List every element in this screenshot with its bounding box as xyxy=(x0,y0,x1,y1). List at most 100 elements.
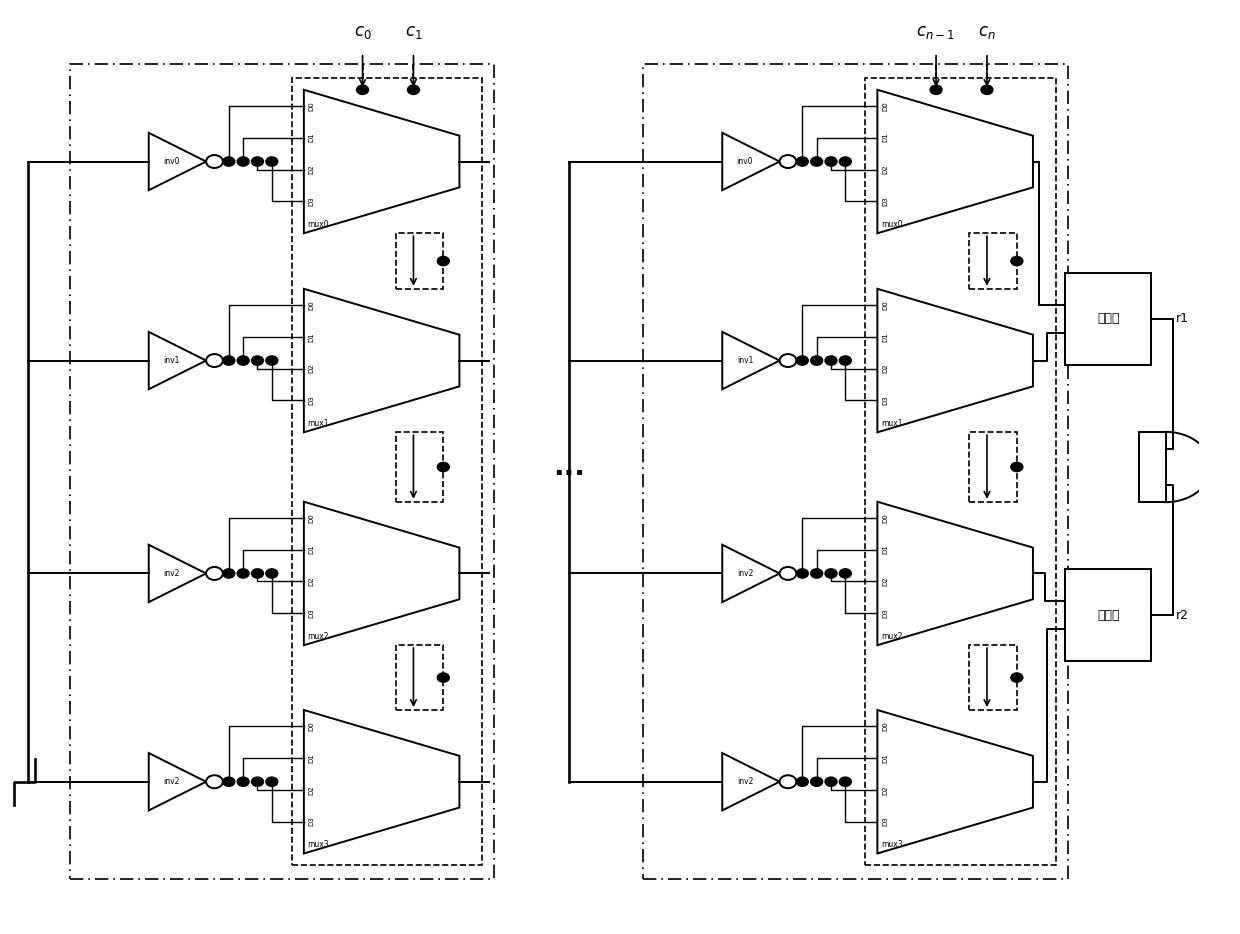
Text: D3: D3 xyxy=(309,196,315,206)
Circle shape xyxy=(1011,462,1023,472)
Text: D3: D3 xyxy=(882,395,888,405)
Text: D0: D0 xyxy=(882,101,888,110)
Text: D0: D0 xyxy=(309,300,315,310)
Text: inv1: inv1 xyxy=(164,356,180,365)
Circle shape xyxy=(265,777,278,786)
Circle shape xyxy=(223,777,234,786)
Bar xyxy=(968,234,1017,289)
Text: inv2: inv2 xyxy=(164,777,180,786)
Circle shape xyxy=(265,356,278,365)
Bar xyxy=(69,64,494,879)
Circle shape xyxy=(825,356,837,365)
Text: inv1: inv1 xyxy=(737,356,753,365)
Text: D2: D2 xyxy=(882,164,888,175)
Circle shape xyxy=(839,157,852,166)
Bar xyxy=(396,432,444,502)
Text: D1: D1 xyxy=(882,133,888,143)
Bar xyxy=(1140,432,1166,502)
Text: D3: D3 xyxy=(309,816,315,827)
Text: mux3: mux3 xyxy=(308,840,329,849)
Text: r1: r1 xyxy=(1177,312,1189,325)
Text: D3: D3 xyxy=(309,608,315,618)
Circle shape xyxy=(237,356,249,365)
Text: D2: D2 xyxy=(309,363,315,374)
Text: $c_0$: $c_0$ xyxy=(353,23,372,41)
Text: $c_1$: $c_1$ xyxy=(404,23,422,41)
Circle shape xyxy=(237,569,249,578)
Text: D0: D0 xyxy=(882,721,888,730)
Text: D1: D1 xyxy=(882,332,888,342)
Text: 仲裁器: 仲裁器 xyxy=(1097,609,1120,622)
Circle shape xyxy=(438,673,449,682)
Bar xyxy=(644,64,1068,879)
Circle shape xyxy=(839,569,852,578)
Circle shape xyxy=(252,356,263,365)
Circle shape xyxy=(930,85,942,94)
Bar xyxy=(396,234,444,289)
Text: D1: D1 xyxy=(309,332,315,342)
Circle shape xyxy=(223,569,234,578)
Text: $c_{n-1}$: $c_{n-1}$ xyxy=(916,23,956,41)
Text: D1: D1 xyxy=(309,753,315,763)
Circle shape xyxy=(811,777,822,786)
Bar xyxy=(1065,569,1151,661)
Text: inv2: inv2 xyxy=(737,569,753,578)
Circle shape xyxy=(796,569,808,578)
Text: mux1: mux1 xyxy=(880,418,903,428)
Text: D1: D1 xyxy=(882,545,888,555)
Circle shape xyxy=(265,157,278,166)
Bar xyxy=(1065,273,1151,365)
Bar xyxy=(866,78,1055,865)
Text: D1: D1 xyxy=(882,753,888,763)
Text: D3: D3 xyxy=(882,608,888,618)
Circle shape xyxy=(796,157,808,166)
Text: D3: D3 xyxy=(882,196,888,206)
Bar xyxy=(968,645,1017,710)
Bar xyxy=(396,645,444,710)
Circle shape xyxy=(438,257,449,265)
Text: inv2: inv2 xyxy=(737,777,753,786)
Circle shape xyxy=(811,157,822,166)
Text: mux3: mux3 xyxy=(880,840,903,849)
Text: mux1: mux1 xyxy=(308,418,329,428)
Text: D2: D2 xyxy=(882,363,888,374)
Text: D2: D2 xyxy=(309,785,315,795)
Circle shape xyxy=(811,356,822,365)
Circle shape xyxy=(796,777,808,786)
Circle shape xyxy=(408,85,419,94)
Text: mux0: mux0 xyxy=(880,219,903,229)
Circle shape xyxy=(981,85,993,94)
Text: D2: D2 xyxy=(882,785,888,795)
Circle shape xyxy=(1011,673,1023,682)
Text: inv2: inv2 xyxy=(164,569,180,578)
Text: mux0: mux0 xyxy=(308,219,329,229)
Circle shape xyxy=(825,569,837,578)
Circle shape xyxy=(796,356,808,365)
Text: D0: D0 xyxy=(309,721,315,730)
Text: r2: r2 xyxy=(1177,609,1189,622)
Circle shape xyxy=(252,777,263,786)
Text: D0: D0 xyxy=(882,300,888,310)
Text: D2: D2 xyxy=(882,576,888,587)
Text: $c_n$: $c_n$ xyxy=(978,23,996,41)
Text: D2: D2 xyxy=(309,164,315,175)
Circle shape xyxy=(237,157,249,166)
Text: mux2: mux2 xyxy=(308,631,329,641)
Text: D3: D3 xyxy=(882,816,888,827)
Text: 仲裁器: 仲裁器 xyxy=(1097,312,1120,325)
Text: D1: D1 xyxy=(309,133,315,143)
Circle shape xyxy=(223,157,234,166)
Circle shape xyxy=(839,777,852,786)
Text: D0: D0 xyxy=(309,513,315,522)
Circle shape xyxy=(825,777,837,786)
Circle shape xyxy=(1011,257,1023,265)
Text: D0: D0 xyxy=(309,101,315,110)
Text: D0: D0 xyxy=(882,513,888,522)
Text: ...: ... xyxy=(553,453,585,481)
Circle shape xyxy=(438,462,449,472)
Bar xyxy=(968,432,1017,502)
Circle shape xyxy=(825,157,837,166)
Bar xyxy=(1140,432,1211,502)
Text: D1: D1 xyxy=(309,545,315,555)
Text: D3: D3 xyxy=(309,395,315,405)
